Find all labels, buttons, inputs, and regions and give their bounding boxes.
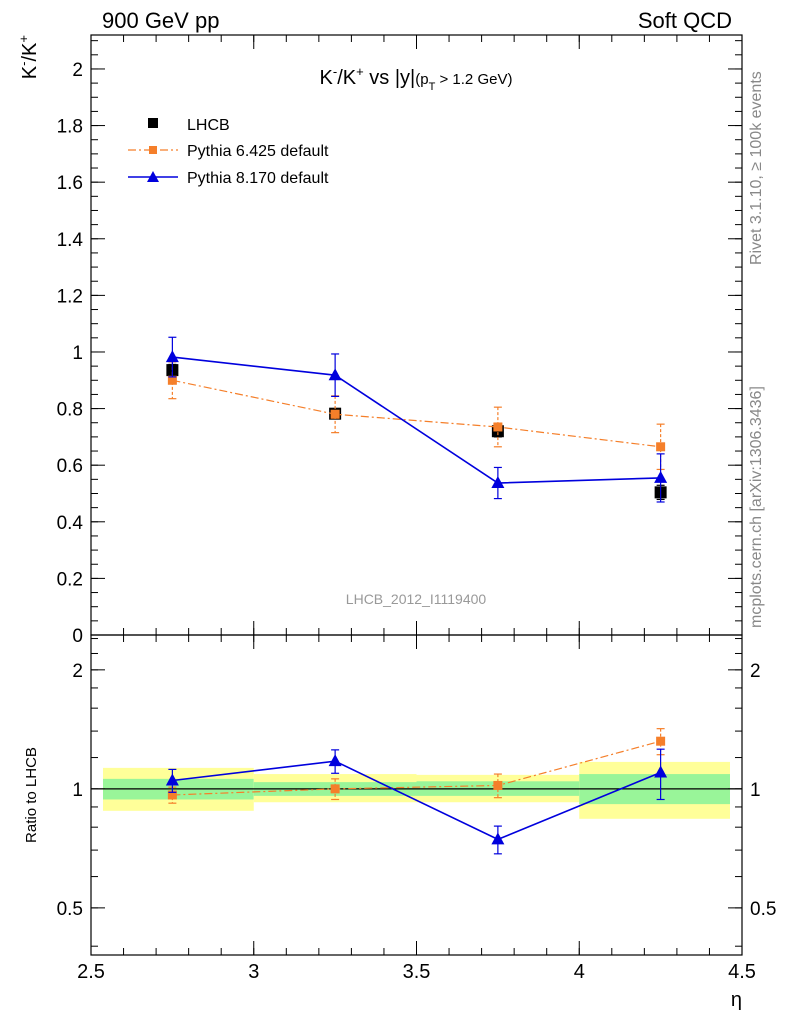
title-k: K (320, 67, 334, 89)
main-ytick-label: 0.2 (57, 569, 83, 590)
data-point (167, 790, 177, 800)
data-point (654, 470, 668, 483)
data-point (167, 375, 177, 385)
main-ytick-label: 2 (72, 60, 83, 81)
ratio-xtick-label: 3.5 (403, 961, 431, 983)
title-sup1: - (333, 64, 337, 79)
main-panel: 00.20.40.60.811.21.41.61.82 K-/K+ vs |y|… (16, 34, 743, 647)
title-sup2: + (356, 64, 364, 79)
ratio-series-pythia-6-425-default (167, 728, 666, 804)
main-ytick-label: 1.2 (57, 286, 83, 307)
data-point (491, 476, 505, 489)
data-point (656, 736, 666, 746)
series-line (172, 740, 661, 796)
main-ytick-label: 1.8 (57, 117, 83, 138)
main-ytick-label: 1.4 (57, 230, 84, 251)
series-line (172, 379, 661, 448)
ratio-ylabel: Ratio to LHCB (23, 747, 40, 843)
ratio-ytick-label-right: 2 (750, 661, 761, 682)
legend-marker-lhcb (148, 118, 158, 128)
rivet-label: Rivet 3.1.10, ≥ 100k events (748, 71, 765, 265)
header-left: 900 GeV pp (102, 8, 219, 33)
data-point (493, 422, 503, 432)
ratio-frame (90, 634, 743, 956)
ratio-bands (103, 761, 730, 819)
ratio-series (165, 728, 668, 855)
ratio-ytick-label-right: 0.5 (750, 899, 776, 920)
analysis-watermark: LHCB_2012_I1119400 (346, 591, 487, 607)
legend: LHCB Pythia 6.425 default Pythia 8.170 d… (128, 117, 329, 187)
main-ytick-label: 0.8 (57, 400, 83, 421)
ylabel-sup2: + (16, 35, 31, 43)
main-series-pythia-8-170-default (165, 336, 668, 503)
mcplots-label: mcplots.cern.ch [arXiv:1306.3436] (748, 386, 765, 628)
legend-entry-pythia6: Pythia 6.425 default (128, 143, 329, 160)
title-cut-rest: > 1.2 GeV) (435, 71, 512, 88)
main-axes: 0 0.2 0.4 0.6 0.8 1 1.2 1.4 1.6 1.8 2 (57, 35, 743, 647)
legend-entry-pythia8: Pythia 8.170 default (128, 170, 329, 187)
ratio-xtick-label: 4.5 (728, 961, 756, 983)
legend-label-lhcb: LHCB (187, 117, 230, 134)
legend-marker-pythia6 (149, 146, 157, 154)
ratio-panel: 0.5 0.5 1 1 2 2 2.5 3 3.5 4 4.5 Ratio to LHCB η (23, 634, 776, 1011)
ylabel-mid: /K (19, 42, 41, 62)
title-cut: (p (415, 71, 428, 88)
main-ylabel: K-/K+ (16, 35, 41, 79)
ratio-xtick-label: 3 (248, 961, 259, 983)
legend-label-pythia8: Pythia 8.170 default (187, 170, 329, 187)
ratio-xtick-label: 4 (574, 961, 585, 983)
ratio-ytick-label: 2 (72, 661, 83, 682)
main-ytick-label: 1 (72, 343, 83, 364)
legend-entry-lhcb: LHCB (148, 117, 230, 134)
data-point (165, 350, 179, 363)
main-title: K-/K+ vs |y|(pT > 1.2 GeV) (320, 64, 513, 93)
ratio-ytick-label-right: 1 (750, 780, 761, 801)
series-line (172, 356, 661, 484)
title-mid: /K (337, 67, 357, 89)
ylabel-k: K (19, 65, 41, 79)
data-point (491, 832, 505, 845)
ylabel-sup1: - (16, 62, 31, 66)
data-point (493, 780, 503, 790)
data-point (165, 773, 179, 786)
series-line (172, 760, 661, 841)
main-ytick-label: 0 (72, 626, 83, 647)
ratio-series-pythia-8-170-default (165, 748, 668, 855)
main-ytick-label: 1.6 (57, 173, 83, 194)
data-point (330, 409, 340, 419)
main-series-lhcb (166, 363, 667, 501)
main-series (165, 336, 668, 503)
legend-label-pythia6: Pythia 6.425 default (187, 143, 329, 160)
title-rest: vs |y| (364, 67, 416, 89)
header-right: Soft QCD (638, 8, 732, 33)
title-cut-sub: T (429, 81, 436, 93)
data-point (654, 765, 668, 778)
main-ytick-label: 0.4 (57, 513, 84, 534)
ratio-xtick-label: 2.5 (77, 961, 105, 983)
legend-marker-pythia8 (147, 171, 159, 182)
ratio-ytick-label: 1 (72, 780, 83, 801)
data-point (656, 442, 666, 452)
ratio-xlabel: η (731, 989, 742, 1011)
data-point (328, 754, 342, 767)
data-point (330, 784, 340, 794)
main-series-pythia-6-425-default (167, 361, 666, 471)
data-point (328, 368, 342, 381)
main-ytick-label: 0.6 (57, 456, 83, 477)
ratio-axes: 0.5 0.5 1 1 2 2 2.5 3 3.5 4 4.5 (57, 635, 776, 983)
ratio-ytick-label: 0.5 (57, 899, 83, 920)
